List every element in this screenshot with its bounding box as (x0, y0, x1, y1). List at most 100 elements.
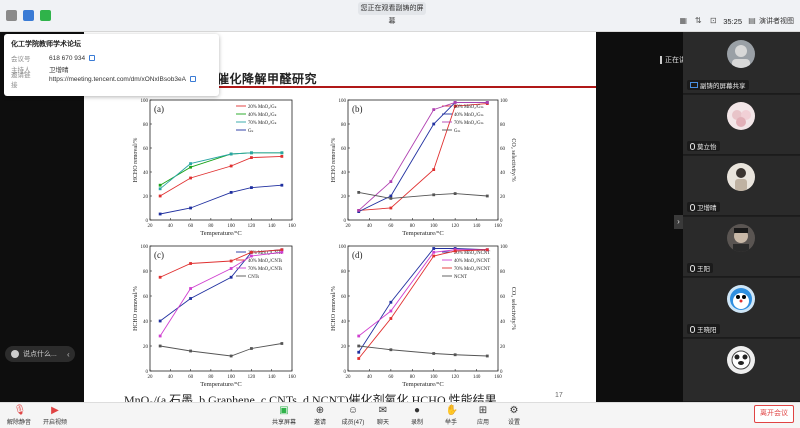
panel-label: (d) (352, 250, 363, 260)
invite-link[interactable]: https://meeting.tencent.com/dm/xONxIBsob… (49, 75, 186, 83)
invite-button[interactable]: ⊕ 邀请 (303, 405, 337, 426)
data-point (189, 165, 192, 169)
mute-button[interactable]: 🎙 解除静音 (2, 405, 36, 426)
data-point (389, 194, 393, 198)
data-point (485, 101, 489, 104)
collapse-sidebar-icon[interactable]: › (674, 215, 683, 229)
record-button[interactable]: ● 录制 (400, 405, 434, 426)
data-point (158, 344, 162, 348)
lock-icon[interactable]: ⊡ (709, 16, 717, 25)
sharing-banner[interactable]: 您正在观看副铸的屏幕 (358, 2, 426, 25)
chat-label: 聊天 (376, 420, 389, 426)
share-screen-button[interactable]: ▣ 共享屏幕 (267, 405, 301, 426)
hand-icon: ✋ (445, 405, 458, 416)
chat-icon: ✉ (378, 405, 388, 416)
data-point (453, 249, 457, 253)
y-tick-label: 100 (339, 245, 347, 250)
leave-meeting-button[interactable]: 离开会议 (754, 405, 794, 423)
y2-tick-label: 80 (500, 123, 506, 128)
meeting-timer: 35:25 (723, 16, 742, 26)
raise-label: 举手 (444, 420, 457, 426)
y-tick-label: 80 (143, 123, 149, 128)
participant-tile[interactable]: 莫立怡 (683, 95, 800, 155)
data-point (158, 334, 162, 338)
copy-icon[interactable] (189, 76, 196, 83)
y2-tick-label: 100 (500, 99, 508, 104)
y-tick-label: 80 (143, 270, 149, 275)
data-point (250, 151, 253, 155)
chat-button[interactable]: ✉ 聊天 (366, 405, 400, 426)
emoji-icon[interactable] (11, 350, 19, 358)
raise-hand-button[interactable]: ✋ 举手 (434, 405, 468, 426)
video-label: 开启视频 (42, 420, 67, 426)
x-tick-label: 20 (148, 224, 154, 229)
mic-icon (690, 203, 695, 211)
view-switch-button[interactable]: ▤ 演讲者视图 (747, 16, 794, 26)
mic-icon (690, 325, 695, 333)
data-point (158, 187, 162, 191)
data-point (229, 354, 233, 358)
data-point (229, 164, 233, 168)
host-name: 卫增晴 (49, 66, 69, 74)
data-point (357, 357, 361, 360)
info-icon[interactable] (6, 10, 17, 21)
x-tick-label: 120 (248, 224, 256, 229)
mute-label: 解除静音 (6, 420, 31, 426)
data-point (389, 309, 393, 313)
layout-icon[interactable]: ▦ (679, 16, 687, 25)
record-icon: ● (413, 405, 421, 416)
y-axis-label: HCHO removal/% (133, 138, 139, 183)
network-icon[interactable]: ⇅ (694, 16, 702, 25)
y-tick-label: 0 (146, 370, 149, 375)
data-point (229, 259, 233, 263)
data-point (189, 262, 192, 265)
apps-button[interactable]: ⊞ 应用 (466, 405, 500, 426)
data-point (158, 212, 162, 216)
chat-input[interactable]: 说点什么... (5, 346, 75, 362)
invite-icon: ⊕ (315, 405, 325, 416)
data-point (485, 194, 489, 198)
y-tick-label: 100 (141, 99, 149, 104)
y2-tick-label: 0 (500, 219, 503, 224)
video-button[interactable]: ▶ 开启视频 (38, 405, 72, 426)
legend-entry: 70% MnO₂/CNTs (248, 267, 282, 272)
copy-icon[interactable] (89, 55, 96, 62)
data-point (189, 206, 192, 210)
y-tick-label: 60 (341, 147, 347, 152)
x-tick-label: 120 (248, 375, 256, 380)
data-point (453, 353, 457, 357)
gear-icon: ⚙ (509, 405, 519, 416)
y2-tick-label: 60 (500, 295, 506, 300)
info-label: 会议号 (11, 56, 31, 64)
members-button[interactable]: ☺ 成员(47) (336, 405, 370, 426)
participant-tile[interactable] (683, 339, 800, 402)
legend-entry: Gₖ (248, 129, 253, 134)
series-line (358, 101, 488, 213)
y-tick-label: 40 (341, 171, 347, 176)
data-point (432, 168, 436, 171)
data-point (453, 104, 457, 108)
participant-tile[interactable]: 王阳 (683, 217, 800, 277)
data-point (432, 108, 436, 111)
chevron-left-icon[interactable]: ‹ (67, 350, 70, 359)
data-point (389, 348, 393, 352)
legend-entry: 40% MnO₂/NCNT (454, 259, 490, 264)
info-label: 邀请链接 (11, 72, 31, 90)
y-axis-label: HCHO removal/% (331, 138, 337, 183)
participant-tile[interactable]: 副铸的屏幕共享 (683, 32, 800, 94)
shield-icon[interactable] (23, 10, 34, 21)
chart-panels: 20 40 60 80 100 120 140 160020406080100Temperat… (133, 99, 516, 388)
settings-button[interactable]: ⚙ 设置 (497, 405, 531, 426)
y-tick-label: 20 (143, 345, 149, 350)
y2-tick-label: 40 (500, 320, 506, 325)
y2-tick-label: 80 (500, 270, 506, 275)
participant-tile[interactable]: 卫增晴 (683, 156, 800, 216)
x-tick-label: 40 (168, 375, 174, 380)
participant-tile[interactable]: 王晓阳 (683, 278, 800, 338)
data-point (432, 122, 436, 126)
data-point (280, 155, 284, 158)
apps-icon: ⊞ (478, 405, 488, 416)
data-point (389, 300, 393, 304)
y2-axis-label: CO₂ selectivity/% (510, 138, 516, 181)
data-point (432, 254, 436, 258)
